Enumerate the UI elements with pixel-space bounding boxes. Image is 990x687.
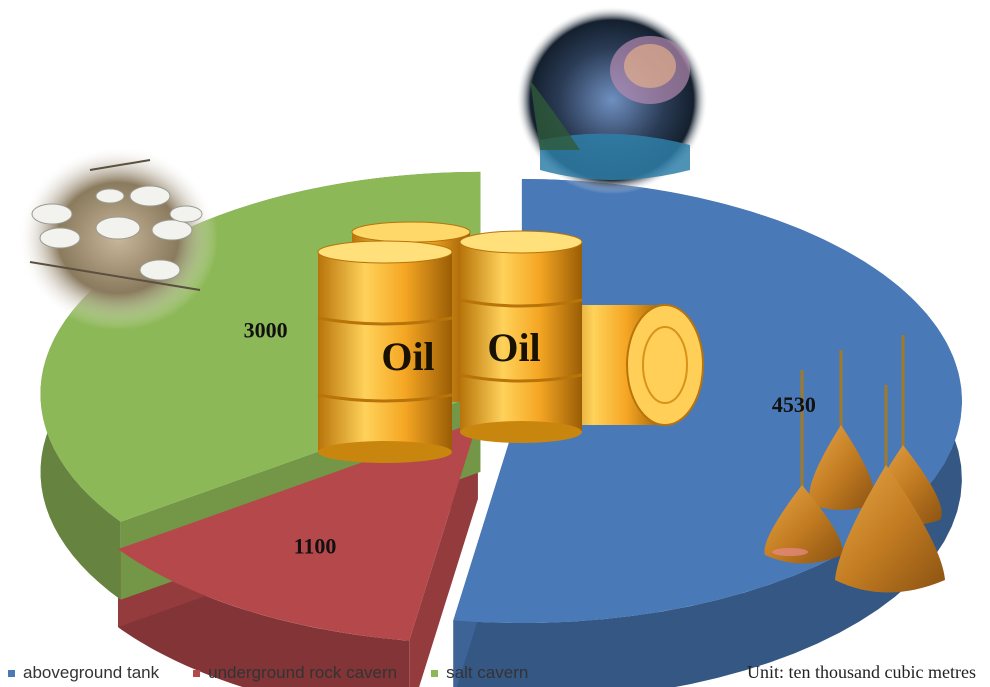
pie-slice-side-underground-rock-cavern bbox=[118, 549, 410, 687]
unit-label: Unit: ten thousand cubic metres bbox=[747, 662, 976, 682]
legend-item-aboveground-tank: aboveground tank bbox=[8, 663, 159, 683]
salt-cavern-cones-illustration-icon bbox=[764, 335, 945, 593]
pie-value-labels: 4530 1100 3000 bbox=[244, 318, 816, 559]
oil-barrels-illustration-icon: Oil Oil bbox=[317, 221, 704, 463]
oil-tank-farm-photo-icon bbox=[18, 146, 218, 330]
legend-item-underground-rock-cavern: underground rock cavern bbox=[193, 663, 397, 683]
pie-slice-underground-rock-cavern bbox=[118, 421, 478, 641]
legend-label: salt cavern bbox=[446, 663, 529, 682]
pie-value-label-aboveground-tank: 4530 bbox=[772, 392, 816, 417]
legend-label: underground rock cavern bbox=[208, 663, 398, 682]
rock-cavern-photo-icon bbox=[516, 6, 708, 194]
barrel-label-left: Oil bbox=[381, 334, 434, 379]
legend: aboveground tank underground rock cavern… bbox=[8, 663, 528, 683]
legend-label: aboveground tank bbox=[23, 663, 160, 682]
legend-swatch bbox=[8, 669, 15, 677]
legend-swatch bbox=[193, 669, 201, 677]
legend-item-salt-cavern: salt cavern bbox=[431, 663, 528, 683]
pie-value-label-salt-cavern: 3000 bbox=[244, 318, 288, 343]
pie-value-label-underground-rock-cavern: 1100 bbox=[294, 533, 337, 558]
barrel-label-right: Oil bbox=[487, 325, 540, 370]
legend-swatch bbox=[431, 669, 439, 677]
